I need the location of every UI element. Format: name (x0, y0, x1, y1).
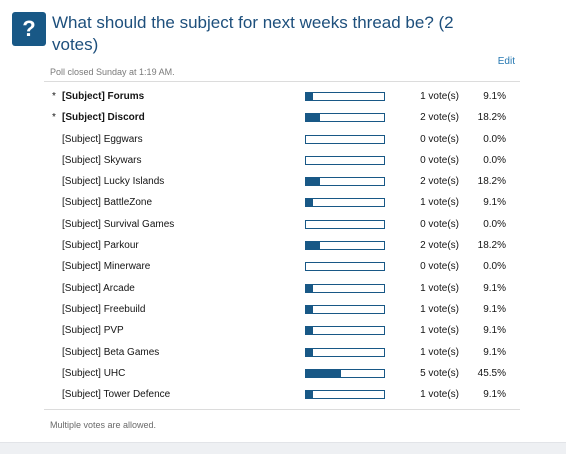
poll-results-list: * [Subject] Forums 1 vote(s) 9.1% * [Subject]… (0, 87, 566, 406)
vote-percentage-bar (305, 219, 385, 229)
poll-option-row: * [Subject] Discord 2 vote(s) 18.2% (0, 108, 566, 129)
vote-count: 2 vote(s) (420, 176, 459, 188)
vote-percentage-bar-fill (306, 242, 321, 250)
poll-option-label: [Subject] BattleZone (62, 197, 153, 209)
poll-option-label: [Subject] Eggwars (62, 133, 143, 145)
divider (44, 81, 520, 82)
poll-option-label: [Subject] Freebuild (62, 303, 146, 315)
vote-percentage-bar (305, 283, 385, 293)
vote-percent: 0.0% (483, 154, 506, 166)
vote-percentage-bar-fill (306, 199, 314, 207)
vote-percent: 9.1% (483, 346, 506, 358)
vote-percent: 9.1% (483, 197, 506, 209)
vote-percentage-bar (305, 134, 385, 144)
vote-percentage-bar-fill (306, 348, 314, 356)
vote-percentage-bar-fill (306, 93, 314, 100)
vote-percentage-bar (305, 241, 385, 251)
poll-option-label: [Subject] Lucky Islands (62, 176, 165, 188)
vote-percentage-bar (305, 198, 385, 208)
vote-count: 1 vote(s) (420, 346, 459, 358)
vote-percent: 9.1% (483, 282, 506, 294)
vote-percentage-bar (305, 390, 385, 400)
vote-percent: 45.5% (477, 367, 506, 379)
poll-question: What should the subject for next weeks t… (52, 13, 454, 54)
poll-option-label: [Subject] Forums (62, 91, 145, 102)
vote-count: 0 vote(s) (420, 133, 459, 145)
poll-option-label: [Subject] Beta Games (62, 346, 160, 358)
vote-count: 1 vote(s) (420, 303, 459, 315)
vote-percentage-bar (305, 326, 385, 336)
poll-option-row: [Subject] PVP 1 vote(s) 9.1% (0, 321, 566, 342)
vote-percentage-bar-fill (306, 391, 314, 399)
poll-option-label: [Subject] Survival Games (62, 218, 175, 230)
vote-count: 1 vote(s) (420, 282, 459, 294)
vote-percentage-bar (305, 113, 385, 123)
vote-percentage-bar-fill (306, 305, 314, 313)
vote-percentage-bar (305, 368, 385, 378)
vote-percentage-bar (305, 262, 385, 272)
poll-option-label: [Subject] Tower Defence (62, 389, 171, 401)
vote-percentage-bar-fill (306, 369, 342, 377)
vote-percent: 18.2% (477, 176, 506, 188)
vote-percent: 9.1% (483, 303, 506, 315)
vote-percentage-bar-fill (306, 327, 314, 335)
poll-option-label: [Subject] PVP (62, 325, 124, 337)
poll-option-row: [Subject] Parkour 2 vote(s) 18.2% (0, 236, 566, 257)
poll-option-row: [Subject] BattleZone 1 vote(s) 9.1% (0, 193, 566, 214)
vote-percentage-bar-fill (306, 284, 314, 292)
vote-percent: 0.0% (483, 133, 506, 145)
vote-percentage-bar (305, 177, 385, 187)
vote-percentage-bar (305, 304, 385, 314)
vote-count: 2 vote(s) (420, 240, 459, 252)
vote-percent: 9.1% (483, 389, 506, 401)
poll-option-row: [Subject] Beta Games 1 vote(s) 9.1% (0, 343, 566, 364)
vote-count: 1 vote(s) (420, 325, 459, 337)
vote-percent: 18.2% (477, 112, 506, 124)
poll-option-label: [Subject] Skywars (62, 154, 142, 166)
poll-option-row: [Subject] Skywars 0 vote(s) 0.0% (0, 151, 566, 172)
vote-count: 2 vote(s) (420, 112, 459, 124)
vote-percentage-bar (305, 92, 385, 101)
poll-option-row: [Subject] Lucky Islands 2 vote(s) 18.2% (0, 172, 566, 193)
poll-closed-status: Poll closed Sunday at 1:19 AM. (50, 67, 175, 77)
divider (44, 409, 520, 410)
poll-option-label: [Subject] Minerware (62, 261, 151, 273)
vote-percent: 0.0% (483, 261, 506, 273)
poll-option-label: [Subject] Discord (62, 112, 145, 124)
question-mark-icon: ? (12, 12, 46, 46)
vote-percent: 0.0% (483, 218, 506, 230)
vote-count: 0 vote(s) (420, 261, 459, 273)
poll-option-row: [Subject] Survival Games 0 vote(s) 0.0% (0, 215, 566, 236)
vote-count: 1 vote(s) (420, 197, 459, 209)
poll-option-row: [Subject] Arcade 1 vote(s) 9.1% (0, 279, 566, 300)
voted-marker-icon: * (52, 91, 56, 102)
vote-percentage-bar (305, 155, 385, 165)
vote-percent: 9.1% (483, 325, 506, 337)
poll-option-row: * [Subject] Forums 1 vote(s) 9.1% (0, 87, 566, 108)
poll-option-label: [Subject] UHC (62, 367, 126, 379)
poll-option-row: [Subject] Minerware 0 vote(s) 0.0% (0, 257, 566, 278)
voted-marker-icon: * (52, 112, 56, 124)
edit-poll-link[interactable]: Edit (497, 56, 515, 67)
page-bottom-band (0, 442, 566, 454)
poll-option-row: [Subject] Eggwars 0 vote(s) 0.0% (0, 130, 566, 151)
vote-count: 1 vote(s) (420, 91, 459, 102)
poll-option-label: [Subject] Arcade (62, 282, 135, 294)
vote-count: 0 vote(s) (420, 154, 459, 166)
vote-count: 0 vote(s) (420, 218, 459, 230)
vote-count: 5 vote(s) (420, 367, 459, 379)
vote-percent: 18.2% (477, 240, 506, 252)
vote-percent: 9.1% (483, 91, 506, 102)
poll-footer-note: Multiple votes are allowed. (50, 420, 157, 430)
poll-option-row: [Subject] UHC 5 vote(s) 45.5% (0, 364, 566, 385)
vote-percentage-bar-fill (306, 114, 321, 122)
vote-percentage-bar (305, 347, 385, 357)
vote-percentage-bar-fill (306, 178, 321, 186)
vote-count: 1 vote(s) (420, 389, 459, 401)
poll-option-row: [Subject] Freebuild 1 vote(s) 9.1% (0, 300, 566, 321)
poll-option-row: [Subject] Tower Defence 1 vote(s) 9.1% (0, 385, 566, 406)
poll-option-label: [Subject] Parkour (62, 240, 139, 252)
